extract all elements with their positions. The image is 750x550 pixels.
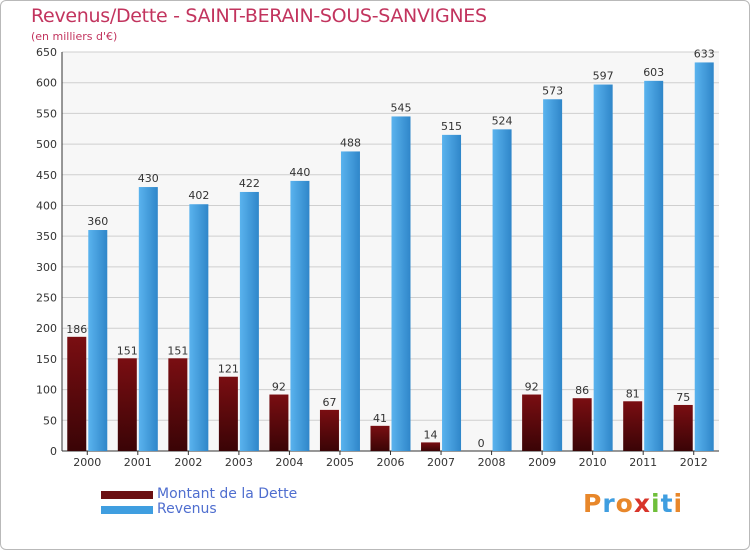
bar-revenus bbox=[391, 116, 411, 451]
proxiti-logo: Proxiti bbox=[583, 489, 684, 518]
data-label-revenus: 633 bbox=[694, 47, 715, 60]
y-tick-label: 600 bbox=[36, 77, 57, 90]
data-label-dette: 151 bbox=[167, 344, 188, 357]
x-tick-label: 2000 bbox=[73, 456, 101, 469]
legend-swatch-dette bbox=[101, 491, 153, 499]
data-label-revenus: 430 bbox=[138, 172, 159, 185]
data-label-revenus: 402 bbox=[188, 189, 209, 202]
bar-dette bbox=[117, 358, 137, 451]
data-label-revenus: 488 bbox=[340, 136, 361, 149]
bar-revenus bbox=[138, 187, 158, 452]
bar-dette bbox=[319, 409, 339, 451]
bar-revenus bbox=[239, 191, 259, 452]
axis-layer: 0 50 100 150 200 250 300 350 400 450 500 550 600 650 2… bbox=[36, 46, 719, 469]
legend-label-dette: Montant de la Dette bbox=[157, 486, 298, 502]
x-tick-label: 2004 bbox=[275, 456, 303, 469]
data-label-dette: 75 bbox=[676, 391, 690, 404]
bar-revenus bbox=[593, 84, 613, 451]
bar-revenus bbox=[694, 62, 714, 451]
data-label-revenus: 597 bbox=[593, 70, 614, 83]
y-tick-label: 200 bbox=[36, 322, 57, 335]
y-tick-label: 50 bbox=[43, 414, 57, 427]
bars-layer bbox=[67, 62, 714, 452]
data-label-revenus: 603 bbox=[643, 66, 664, 79]
bar-dette bbox=[572, 398, 592, 451]
data-label-dette: 92 bbox=[272, 381, 286, 394]
bar-revenus bbox=[543, 99, 563, 452]
data-label-revenus: 545 bbox=[391, 101, 412, 114]
y-tick-label: 550 bbox=[36, 107, 57, 120]
legend-label-revenus: Revenus bbox=[157, 501, 217, 517]
data-label-dette: 151 bbox=[117, 344, 138, 357]
data-label-revenus: 440 bbox=[289, 166, 310, 179]
data-label-revenus: 573 bbox=[542, 84, 563, 97]
chart-subtitle: (en milliers d'€) bbox=[31, 30, 118, 43]
y-tick-label: 150 bbox=[36, 353, 57, 366]
bar-revenus bbox=[290, 180, 310, 451]
bar-dette bbox=[673, 404, 693, 451]
bar-dette bbox=[421, 442, 441, 451]
x-tick-label: 2005 bbox=[326, 456, 354, 469]
data-label-dette: 0 bbox=[478, 437, 485, 450]
bar-dette bbox=[623, 401, 643, 451]
y-tick-label: 350 bbox=[36, 230, 57, 243]
data-label-dette: 86 bbox=[575, 384, 589, 397]
x-tick-label: 2010 bbox=[579, 456, 607, 469]
x-tick-label: 2006 bbox=[377, 456, 405, 469]
bar-revenus bbox=[644, 80, 664, 451]
x-tick-label: 2011 bbox=[629, 456, 657, 469]
y-tick-label: 0 bbox=[50, 445, 57, 458]
y-tick-label: 500 bbox=[36, 138, 57, 151]
bar-dette bbox=[218, 376, 238, 451]
legend-swatch-revenus bbox=[101, 506, 153, 514]
bar-revenus bbox=[189, 204, 209, 451]
x-tick-label: 2009 bbox=[528, 456, 556, 469]
y-tick-label: 100 bbox=[36, 384, 57, 397]
bar-revenus bbox=[492, 129, 512, 452]
data-label-revenus: 360 bbox=[87, 215, 108, 228]
bar-revenus bbox=[340, 151, 360, 452]
data-label-dette: 67 bbox=[322, 396, 336, 409]
bar-dette bbox=[269, 394, 289, 451]
x-tick-label: 2002 bbox=[174, 456, 202, 469]
data-label-dette: 92 bbox=[525, 381, 539, 394]
y-tick-label: 650 bbox=[36, 46, 57, 59]
x-tick-label: 2003 bbox=[225, 456, 253, 469]
y-tick-label: 250 bbox=[36, 292, 57, 305]
data-label-dette: 41 bbox=[373, 412, 387, 425]
x-tick-label: 2012 bbox=[680, 456, 708, 469]
data-label-revenus: 524 bbox=[492, 114, 513, 127]
labels-layer: 186 360 151 430 151 402 121 422 92 440 67 488 41 545 1… bbox=[66, 47, 714, 450]
data-label-dette: 14 bbox=[424, 428, 438, 441]
bar-dette bbox=[522, 394, 542, 451]
x-tick-label: 2001 bbox=[124, 456, 152, 469]
y-tick-label: 400 bbox=[36, 199, 57, 212]
data-label-dette: 186 bbox=[66, 323, 87, 336]
x-tick-label: 2007 bbox=[427, 456, 455, 469]
data-label-revenus: 515 bbox=[441, 120, 462, 133]
x-tick-label: 2008 bbox=[478, 456, 506, 469]
data-label-dette: 81 bbox=[626, 387, 640, 400]
y-tick-label: 450 bbox=[36, 169, 57, 182]
bar-dette bbox=[67, 336, 87, 451]
y-tick-label: 300 bbox=[36, 261, 57, 274]
bar-dette bbox=[370, 425, 390, 451]
chart-title: Revenus/Dette - SAINT-BERAIN-SOUS-SANVIG… bbox=[31, 5, 487, 27]
data-label-dette: 121 bbox=[218, 363, 239, 376]
bar-dette bbox=[168, 358, 188, 451]
bar-revenus bbox=[88, 230, 108, 451]
bar-revenus bbox=[442, 134, 462, 451]
data-label-revenus: 422 bbox=[239, 177, 260, 190]
